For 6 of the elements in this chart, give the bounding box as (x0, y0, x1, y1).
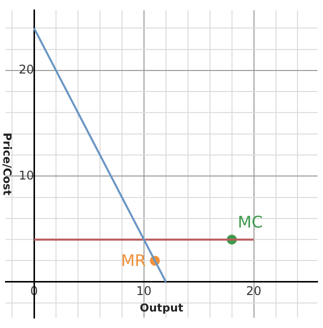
x-tick-label: 10 (136, 284, 152, 298)
series-label: MR (120, 250, 146, 270)
x-axis-title: Output (140, 302, 184, 315)
y-axis-title: Price/Cost (0, 132, 14, 196)
x-tick-label: 20 (246, 284, 262, 298)
series-label: MC (238, 212, 263, 232)
